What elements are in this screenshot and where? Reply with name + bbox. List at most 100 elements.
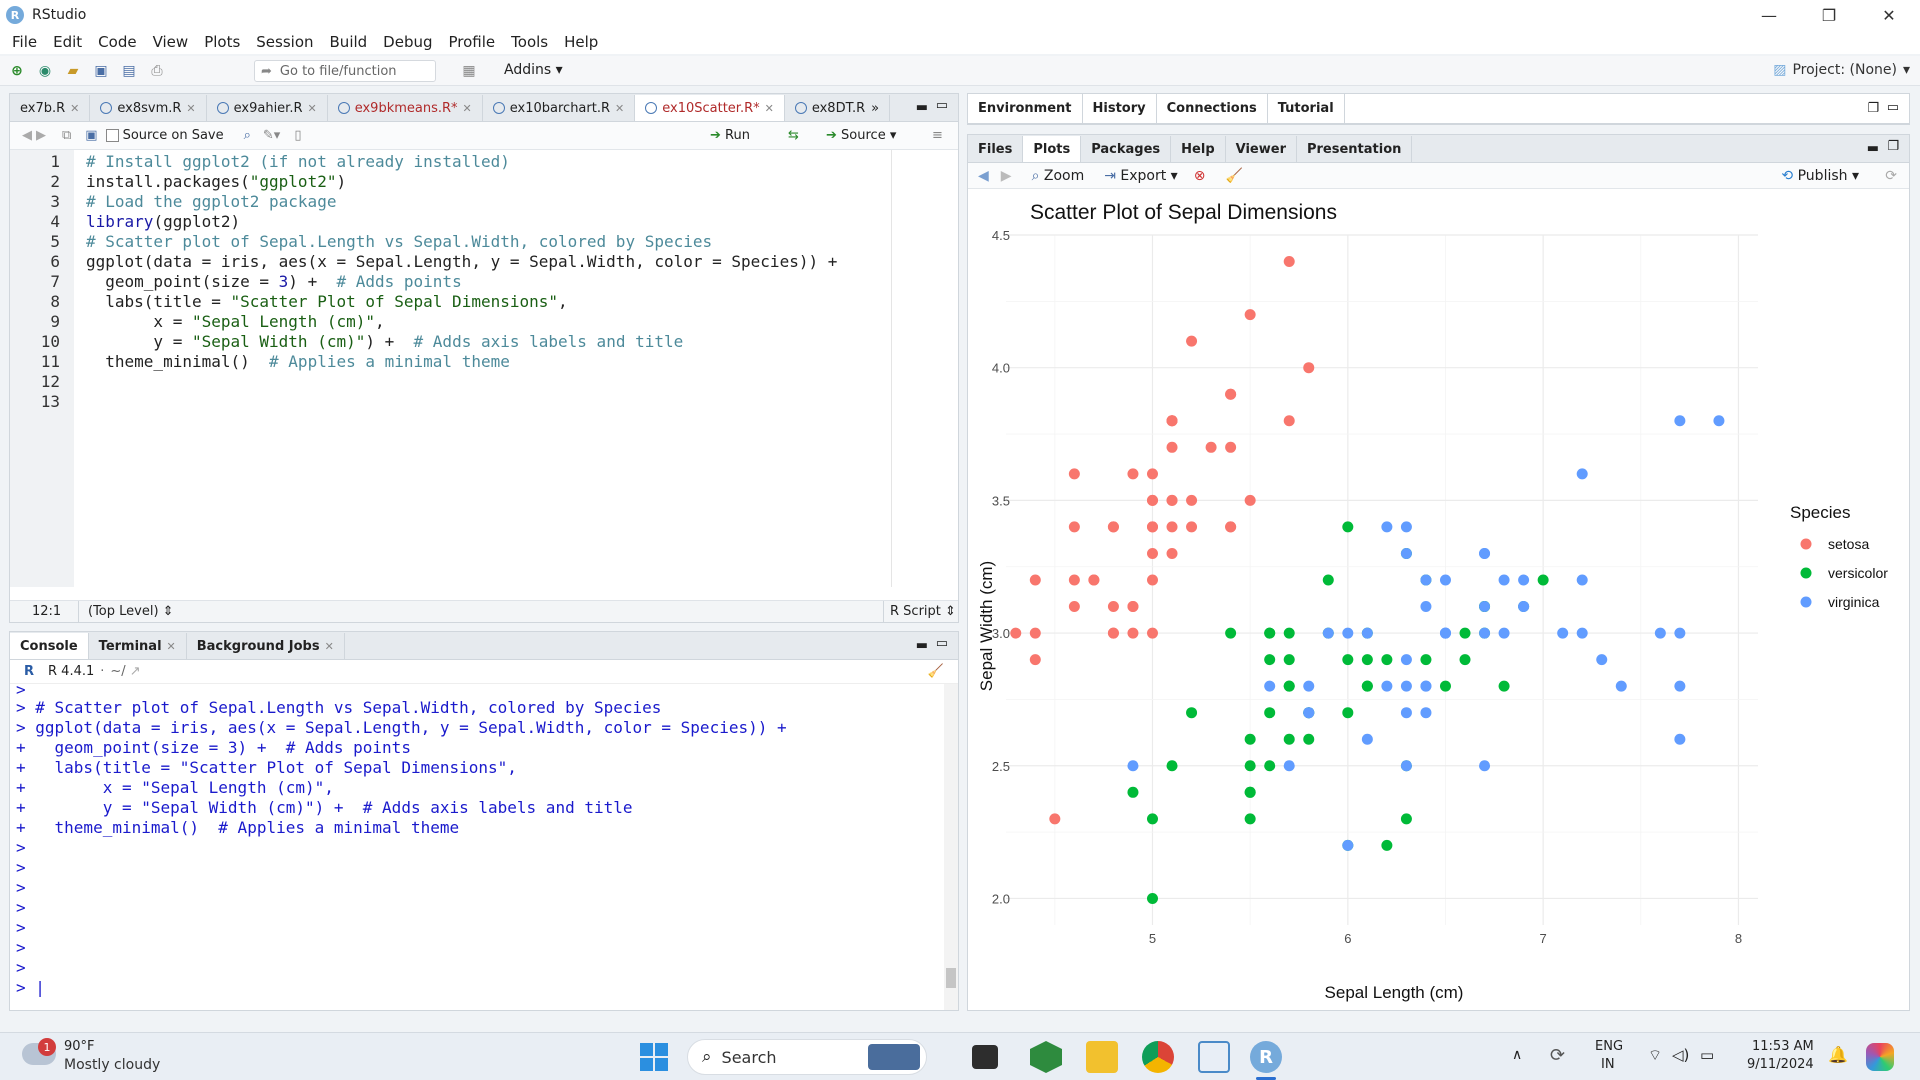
save-icon[interactable]: ▣: [85, 128, 98, 143]
tab-packages[interactable]: Packages: [1081, 136, 1172, 162]
close-tab-icon[interactable]: ✕: [166, 639, 176, 653]
tab-help[interactable]: Help: [1171, 136, 1226, 162]
close-tab-icon[interactable]: ✕: [764, 101, 774, 115]
new-file-icon[interactable]: ⊕: [11, 62, 23, 79]
refresh-icon[interactable]: ⟳: [1885, 167, 1897, 184]
maximize-pane-icon[interactable]: ▭: [935, 636, 948, 651]
battery-icon[interactable]: ▭: [1700, 1046, 1715, 1064]
zoom-button[interactable]: ⌕ Zoom: [1032, 168, 1085, 184]
menu-code[interactable]: Code: [98, 33, 137, 51]
tab-background-jobs[interactable]: Background Jobs ✕: [187, 633, 345, 659]
menu-view[interactable]: View: [152, 33, 189, 51]
more-tabs-icon[interactable]: »: [871, 100, 880, 116]
minimize-pane-icon[interactable]: ▬: [1866, 141, 1879, 156]
next-plot-icon[interactable]: ▶: [1000, 167, 1012, 184]
tab-connections[interactable]: Connections: [1157, 93, 1268, 123]
open-file-icon[interactable]: ▰: [67, 62, 79, 79]
show-in-window-icon[interactable]: ⧉: [62, 128, 72, 143]
close-tab-icon[interactable]: ✕: [70, 101, 80, 115]
goto-dir-icon[interactable]: ↗: [129, 664, 141, 679]
magic-wand-icon[interactable]: ✎▾: [262, 128, 281, 143]
remove-plot-icon[interactable]: ⊗: [1193, 167, 1206, 184]
rstudio-taskbar-icon[interactable]: R: [1250, 1041, 1282, 1073]
menu-debug[interactable]: Debug: [383, 33, 433, 51]
console-scrollbar[interactable]: [944, 684, 958, 1010]
search-icon[interactable]: ⌕: [243, 128, 251, 143]
previous-plot-icon[interactable]: ◀: [978, 167, 989, 184]
menu-file[interactable]: File: [12, 33, 38, 51]
menu-tools[interactable]: Tools: [511, 33, 549, 51]
tab-console[interactable]: Console: [10, 633, 89, 659]
scope-selector[interactable]: (Top Level) ⇕: [88, 604, 174, 619]
close-tab-icon[interactable]: ✕: [186, 101, 196, 115]
tab-tutorial[interactable]: Tutorial: [1268, 93, 1345, 123]
maximize-pane-icon[interactable]: ▭: [935, 98, 948, 113]
close-window-button[interactable]: ✕: [1882, 5, 1896, 25]
source-on-save-checkbox[interactable]: [105, 129, 119, 142]
clock-time[interactable]: 11:53 AM: [1752, 1039, 1814, 1054]
wifi-icon[interactable]: ⌔: [1648, 1046, 1663, 1064]
clock-date[interactable]: 9/11/2024: [1747, 1057, 1814, 1072]
save-icon[interactable]: ▣: [94, 62, 108, 79]
rerun-icon[interactable]: ⇆: [788, 128, 799, 143]
source-tab[interactable]: ex8DT.R »: [785, 95, 891, 121]
outline-icon[interactable]: ≡: [932, 128, 943, 143]
restore-button[interactable]: ❐: [1821, 5, 1837, 25]
close-tab-icon[interactable]: ✕: [307, 101, 317, 115]
source-tab[interactable]: ex7b.R ✕: [10, 95, 91, 121]
scrollbar-thumb[interactable]: [946, 968, 956, 988]
goto-file-input[interactable]: ➦ Go to file/function: [254, 60, 436, 82]
file-type-selector[interactable]: R Script ⇕: [890, 604, 956, 619]
tab-environment[interactable]: Environment: [968, 93, 1083, 123]
minimize-button[interactable]: —: [1761, 5, 1777, 25]
weather-temp[interactable]: 90°F: [64, 1039, 95, 1054]
grid-layout-icon[interactable]: ▦: [462, 63, 476, 79]
close-tab-icon[interactable]: ✕: [324, 639, 334, 653]
sync-icon[interactable]: ⟳: [1550, 1045, 1566, 1066]
source-tab[interactable]: ex8svm.R ✕: [90, 95, 207, 121]
save-all-icon[interactable]: ▤: [122, 62, 136, 79]
restore-pane-icon[interactable]: ❐: [1887, 139, 1899, 154]
weather-desc[interactable]: Mostly cloudy: [64, 1057, 161, 1073]
maximize-pane-icon[interactable]: ▭: [1886, 100, 1899, 115]
tab-terminal[interactable]: Terminal ✕: [89, 633, 187, 659]
clear-plots-icon[interactable]: 🧹: [1225, 167, 1243, 184]
app-hexagon-icon[interactable]: [1030, 1041, 1062, 1073]
tab-plots[interactable]: Plots: [1023, 136, 1082, 162]
source-tab[interactable]: ex9bkmeans.R* ✕: [328, 95, 483, 121]
source-tab[interactable]: ex10barchart.R ✕: [483, 95, 636, 121]
source-button[interactable]: ➔ Source ▾: [826, 128, 897, 143]
addins-menu[interactable]: Addins ▾: [504, 62, 563, 78]
publish-button[interactable]: ⟲ Publish ▾: [1781, 167, 1859, 184]
copilot-icon[interactable]: [1866, 1043, 1894, 1071]
tab-files[interactable]: Files: [968, 136, 1024, 162]
task-view-icon[interactable]: [972, 1045, 998, 1069]
chart-app-icon[interactable]: [1198, 1041, 1230, 1073]
print-icon[interactable]: ⎙: [151, 62, 163, 79]
menu-profile[interactable]: Profile: [448, 33, 496, 51]
project-menu[interactable]: ▨ Project: (None) ▾: [1773, 62, 1910, 78]
close-tab-icon[interactable]: ✕: [462, 101, 472, 115]
show-hidden-icons[interactable]: ∧: [1512, 1047, 1523, 1063]
export-button[interactable]: ⇥ Export ▾: [1104, 167, 1178, 184]
menu-help[interactable]: Help: [564, 33, 599, 51]
language-region[interactable]: IN: [1601, 1057, 1615, 1072]
restore-pane-icon[interactable]: ❐: [1867, 101, 1879, 116]
notification-bell-icon[interactable]: 🔔: [1828, 1045, 1848, 1064]
minimize-pane-icon[interactable]: ▬: [915, 638, 928, 653]
volume-icon[interactable]: ◁): [1672, 1046, 1690, 1064]
menu-edit[interactable]: Edit: [53, 33, 83, 51]
forward-arrow-icon[interactable]: ▶: [36, 128, 46, 143]
language-code[interactable]: ENG: [1595, 1039, 1624, 1054]
close-tab-icon[interactable]: ✕: [615, 101, 625, 115]
clear-console-icon[interactable]: 🧹: [927, 664, 944, 679]
menu-session[interactable]: Session: [256, 33, 314, 51]
code-editor[interactable]: # Install ggplot2 (if not already instal…: [76, 150, 878, 587]
console-output[interactable]: > > # Scatter plot of Sepal.Length vs Se…: [16, 680, 787, 997]
menu-build[interactable]: Build: [329, 33, 368, 51]
minimize-pane-icon[interactable]: ▬: [915, 100, 928, 115]
menu-plots[interactable]: Plots: [204, 33, 241, 51]
windows-start-icon[interactable]: [640, 1043, 668, 1071]
chrome-icon[interactable]: [1142, 1041, 1174, 1073]
run-button[interactable]: ➔ Run: [710, 128, 750, 143]
